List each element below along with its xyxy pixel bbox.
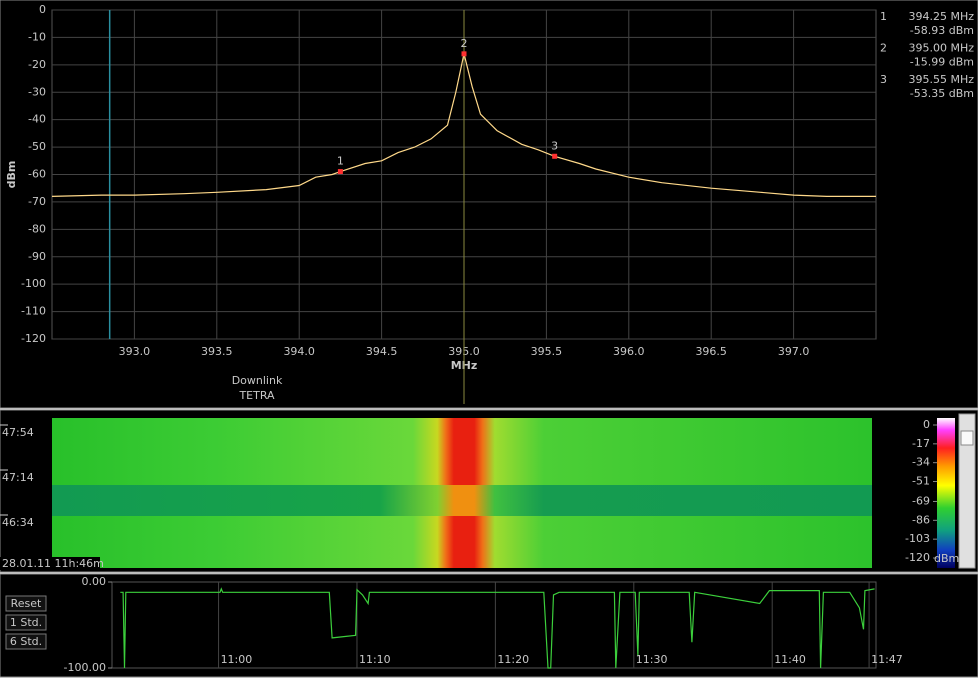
waterfall-band (52, 418, 872, 485)
control-label[interactable]: Reset (11, 597, 42, 610)
colorbar-label: -86 (912, 513, 930, 526)
history-panel (0, 573, 978, 678)
marker (461, 51, 467, 57)
time-label: 47:14 (2, 471, 34, 484)
marker-level: -58.93 dBm (910, 24, 974, 37)
y-tick-label: -60 (28, 168, 46, 181)
control-button[interactable] (5, 614, 47, 631)
colorbar-unit: dBm (934, 552, 959, 565)
colorbar-label: -51 (912, 475, 930, 488)
y-tick-label: -90 (28, 250, 46, 263)
y-tick-label: -10 (28, 30, 46, 43)
waterfall: 47:54 47:14 46:34 28.01.11 11h:46m 0 -17 -34 -5… (0, 413, 976, 570)
marker-index: 3 (880, 73, 887, 86)
x-tick-label: 396.0 (613, 345, 645, 358)
x-tick-label: 393.5 (201, 345, 233, 358)
time-label: 47:54 (2, 426, 34, 439)
x-tick-label: 11:40 (774, 653, 806, 666)
timestamp: 28.01.11 11h:46m (2, 557, 104, 570)
marker-level: -53.35 dBm (910, 87, 974, 100)
colorbar-label: -17 (912, 437, 930, 450)
scroll-thumb[interactable] (960, 430, 974, 446)
y-axis-label: dBm (5, 161, 18, 189)
x-tick-label: 11:47 (871, 653, 903, 666)
y-tick-label: -50 (28, 140, 46, 153)
x-tick-label: 11:20 (497, 653, 529, 666)
channel-label: Downlink (232, 374, 283, 387)
x-tick-label: 11:00 (221, 653, 253, 666)
y-tick-label: -70 (28, 195, 46, 208)
x-tick-label: 396.5 (695, 345, 727, 358)
spectrum-chart: 0 -10 -20 -30 -40 -50 -60 -70 -80 -90 -100 -110 -120… (5, 3, 974, 404)
control-button[interactable] (5, 595, 47, 612)
x-tick-label: 393.0 (119, 345, 151, 358)
y-tick-label: -80 (28, 222, 46, 235)
marker-frequency: 395.55 MHz (908, 73, 974, 86)
time-label: 46:34 (2, 516, 34, 529)
marker (337, 169, 343, 175)
marker-label: 2 (461, 37, 468, 50)
x-tick-label: 397.0 (778, 345, 810, 358)
colorbar-label: -120 (905, 551, 930, 564)
marker-index: 2 (880, 42, 887, 55)
marker-label: 1 (337, 155, 344, 168)
y-tick-label: -100.00 (64, 661, 106, 674)
y-tick-label: 0.00 (82, 575, 107, 588)
history-chart: 0.00 -100.00 11:00 11:10 11:20 11:30 11:40 11:4… (5, 575, 903, 674)
scrollbar[interactable] (958, 413, 976, 569)
waterfall-band (52, 516, 872, 568)
x-tick-label: 394.0 (283, 345, 315, 358)
control-label[interactable]: 1 Std. (10, 616, 42, 629)
marker-frequency: 395.00 MHz (908, 42, 974, 55)
marker-label: 3 (551, 139, 558, 152)
y-tick-label: -120 (21, 332, 46, 345)
y-tick-label: -100 (21, 277, 46, 290)
y-tick-label: -40 (28, 113, 46, 126)
colorbar (937, 418, 955, 568)
marker-frequency: 394.25 MHz (908, 10, 974, 23)
y-tick-label: 0 (39, 3, 46, 16)
control-label[interactable]: 6 Std. (10, 635, 42, 648)
x-tick-label: 11:30 (636, 653, 668, 666)
y-tick-label: -20 (28, 58, 46, 71)
x-tick-label: 394.5 (366, 345, 398, 358)
spectrum-panel (0, 0, 978, 409)
plot-frame (111, 581, 877, 669)
trace (120, 587, 875, 669)
colorbar-label: -103 (905, 532, 930, 545)
marker (552, 153, 558, 159)
x-tick-label: 395.5 (531, 345, 563, 358)
colorbar-label: -69 (912, 494, 930, 507)
timestamp-bg (0, 557, 100, 570)
waterfall-band (52, 485, 872, 516)
y-tick-label: -110 (21, 305, 46, 318)
control-button[interactable] (5, 633, 47, 650)
channel-label: TETRA (238, 389, 275, 402)
x-tick-label: 11:10 (359, 653, 391, 666)
y-tick-label: -30 (28, 85, 46, 98)
marker-index: 1 (880, 10, 887, 23)
colorbar-label: 0 (923, 418, 930, 431)
trace (51, 53, 876, 197)
colorbar-label: -34 (912, 456, 930, 469)
marker-level: -15.99 dBm (910, 56, 974, 69)
